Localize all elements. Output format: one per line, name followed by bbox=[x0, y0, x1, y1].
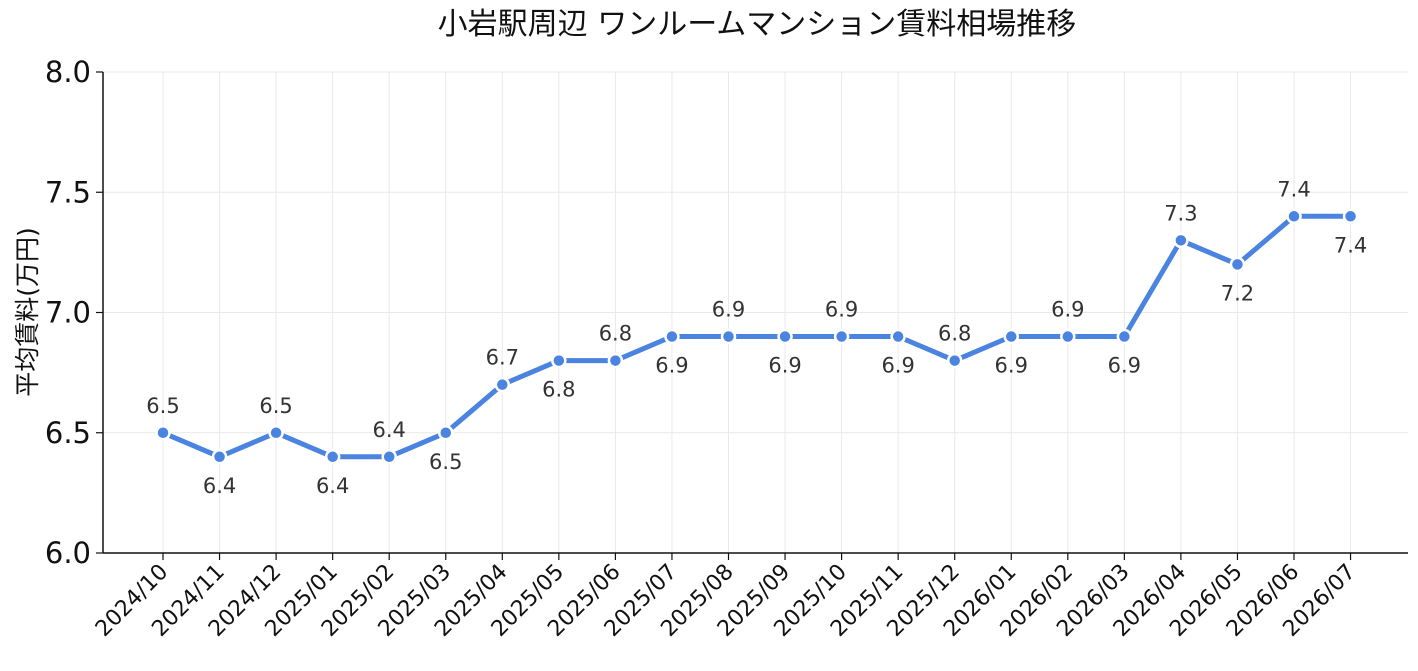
data-label: 6.5 bbox=[259, 394, 292, 418]
data-label: 7.2 bbox=[1221, 281, 1254, 305]
y-tick-label: 7.0 bbox=[45, 296, 91, 330]
data-point bbox=[1003, 328, 1019, 345]
data-point bbox=[211, 449, 228, 465]
data-point bbox=[946, 352, 963, 369]
data-label: 6.9 bbox=[825, 298, 858, 322]
data-point bbox=[1173, 232, 1189, 249]
y-tick-label: 6.0 bbox=[45, 536, 91, 570]
y-tick-label: 6.5 bbox=[45, 416, 91, 450]
data-point bbox=[268, 425, 284, 441]
data-label: 6.8 bbox=[938, 322, 971, 346]
data-label: 6.9 bbox=[995, 354, 1028, 378]
data-label: 6.8 bbox=[542, 378, 575, 402]
series-line bbox=[160, 213, 1353, 460]
data-label: 6.4 bbox=[372, 418, 405, 442]
chart-title: 小岩駅周辺 ワンルームマンション賃料相場推移 bbox=[438, 7, 1077, 42]
data-label: 6.9 bbox=[768, 354, 801, 378]
data-point bbox=[324, 449, 341, 465]
data-point bbox=[551, 352, 567, 369]
data-label: 6.9 bbox=[655, 354, 688, 378]
data-point bbox=[833, 328, 850, 345]
data-label: 6.9 bbox=[1108, 354, 1141, 378]
data-label: 7.3 bbox=[1164, 201, 1197, 225]
data-point bbox=[720, 328, 737, 345]
data-label: 6.9 bbox=[881, 354, 914, 378]
data-label: 7.4 bbox=[1334, 233, 1367, 257]
data-labels: 6.5 6.4 6.5 6.4 6.4 6.5 6.7 6.8 6.8 6.9 6.9 6.9 6.9 6… bbox=[146, 177, 1367, 498]
data-label: 6.7 bbox=[486, 346, 519, 370]
data-point bbox=[494, 376, 511, 393]
data-label: 6.8 bbox=[599, 322, 632, 346]
data-label: 6.5 bbox=[429, 450, 462, 474]
data-point bbox=[1116, 328, 1133, 345]
data-point bbox=[155, 425, 171, 441]
data-point bbox=[607, 352, 624, 369]
data-point bbox=[777, 328, 793, 345]
data-point bbox=[1060, 328, 1076, 345]
data-point bbox=[381, 449, 397, 465]
data-label: 6.5 bbox=[146, 394, 179, 418]
y-ticks: 6.0 6.5 7.0 7.5 8.0 bbox=[45, 55, 103, 570]
grid-layer bbox=[103, 71, 1408, 554]
y-axis-label: 平均賃料(万円) bbox=[13, 227, 42, 397]
data-label: 7.4 bbox=[1277, 177, 1310, 201]
data-point bbox=[438, 425, 454, 441]
data-point bbox=[1286, 208, 1302, 225]
data-label: 6.4 bbox=[316, 474, 349, 498]
data-label: 6.4 bbox=[203, 474, 236, 498]
data-point bbox=[1342, 208, 1359, 225]
y-tick-label: 7.5 bbox=[45, 175, 91, 209]
data-points bbox=[155, 208, 1359, 465]
data-label: 6.9 bbox=[1051, 298, 1084, 322]
x-ticks: 2024/102024/112024/122025/012025/022025/… bbox=[91, 553, 1361, 642]
y-tick-label: 8.0 bbox=[45, 55, 91, 89]
data-point bbox=[664, 328, 680, 345]
data-point bbox=[890, 328, 906, 345]
data-label: 6.9 bbox=[712, 298, 745, 322]
data-point bbox=[1229, 256, 1246, 273]
